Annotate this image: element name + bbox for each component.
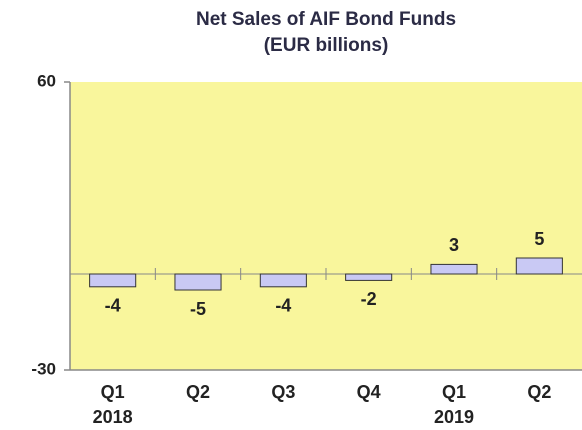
x-tick-label: Q4 — [357, 382, 381, 402]
chart-title: Net Sales of AIF Bond Funds — [196, 9, 456, 30]
bar — [430, 263, 478, 275]
bar — [89, 273, 137, 288]
y-tick-label: 60 — [37, 71, 56, 90]
data-label: -2 — [361, 289, 377, 309]
bar — [259, 273, 307, 288]
data-label: -4 — [275, 296, 291, 316]
y-tick-label: -30 — [31, 359, 56, 378]
bar — [515, 257, 563, 275]
plot-area — [70, 82, 582, 370]
x-tick-label: Q3 — [271, 382, 295, 402]
data-label: -4 — [105, 296, 121, 316]
x-tick-label: Q2 — [186, 382, 210, 402]
bar — [174, 273, 222, 291]
data-label: 5 — [534, 229, 544, 249]
data-label: -5 — [190, 299, 206, 319]
x-tick-label: 2018 — [93, 407, 133, 427]
x-tick-label: Q2 — [527, 382, 551, 402]
data-label: 3 — [449, 235, 459, 255]
bar — [345, 273, 393, 281]
x-tick-label: 2019 — [434, 407, 474, 427]
x-tick-label: Q1 — [101, 382, 125, 402]
x-tick-label: Q1 — [442, 382, 466, 402]
chart-subtitle: (EUR billions) — [264, 35, 389, 56]
